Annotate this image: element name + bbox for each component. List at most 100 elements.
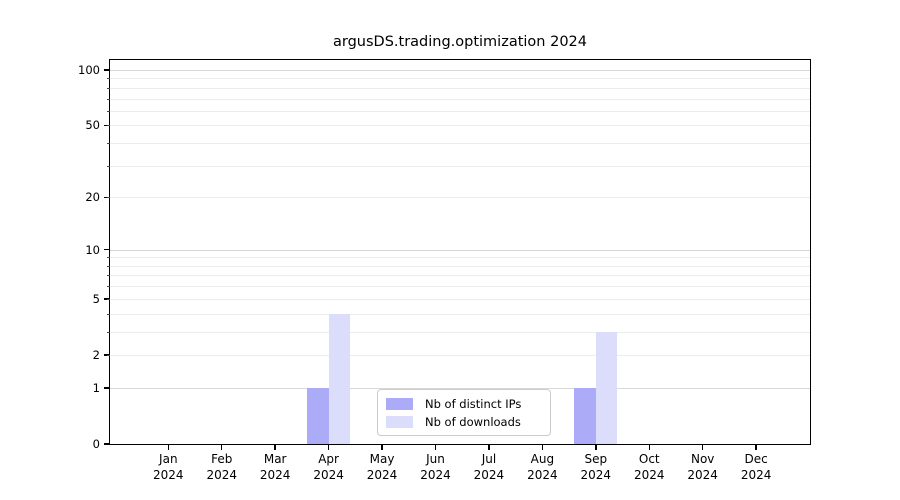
y-tick-minor bbox=[107, 125, 110, 127]
y-gridline-minor bbox=[110, 87, 810, 89]
y-tick-minor bbox=[107, 313, 110, 315]
x-tick-label-year: 2024 bbox=[313, 468, 344, 482]
y-tick-minor bbox=[107, 98, 110, 100]
bar-downloads-sep bbox=[595, 331, 618, 444]
y-tick-minor bbox=[107, 331, 110, 333]
y-tick-label: 2 bbox=[92, 347, 100, 362]
x-tick-label-year: 2024 bbox=[153, 468, 184, 482]
y-gridline-minor bbox=[110, 275, 810, 277]
x-tick bbox=[274, 445, 276, 450]
x-tick-label: Oct 2024 bbox=[619, 451, 679, 483]
y-tick-label: 100 bbox=[78, 62, 100, 77]
y-gridline-minor bbox=[110, 165, 810, 167]
legend-row-1: Nb of downloads bbox=[386, 415, 550, 429]
y-tick-minor bbox=[107, 197, 110, 199]
y-tick bbox=[104, 196, 109, 199]
y-gridline-minor bbox=[110, 298, 810, 300]
x-tick-label-month: Oct bbox=[638, 452, 660, 466]
y-tick bbox=[104, 124, 109, 127]
x-tick bbox=[648, 445, 650, 450]
x-tick-label-year: 2024 bbox=[633, 468, 665, 482]
y-gridline-minor bbox=[110, 265, 810, 267]
y-tick-minor bbox=[107, 265, 110, 267]
x-tick bbox=[488, 445, 490, 450]
x-tick-label-month: Dec bbox=[744, 452, 768, 466]
y-tick-label: 20 bbox=[85, 190, 100, 205]
y-gridline-minor bbox=[110, 78, 810, 80]
y-tick-minor bbox=[107, 257, 110, 259]
bar-distinct-ips-sep bbox=[574, 387, 596, 444]
y-tick-minor bbox=[107, 275, 110, 277]
x-tick-label: Mar 2024 bbox=[245, 451, 305, 483]
x-tick bbox=[434, 445, 437, 450]
y-tick bbox=[104, 354, 109, 356]
y-gridline-minor bbox=[110, 125, 810, 127]
bar-downloads-apr bbox=[328, 313, 350, 444]
x-tick-label-month: Jul bbox=[481, 452, 497, 466]
legend: Nb of distinct IPs Nb of downloads bbox=[377, 389, 551, 436]
y-tick bbox=[104, 387, 109, 389]
x-tick bbox=[702, 445, 704, 450]
y-tick-minor bbox=[107, 354, 110, 356]
x-tick bbox=[755, 445, 757, 450]
y-gridline-minor bbox=[110, 286, 810, 288]
y-gridline-minor bbox=[110, 197, 810, 199]
y-tick-minor bbox=[107, 87, 110, 89]
x-tick-label-month: Nov bbox=[690, 452, 715, 466]
legend-swatch-0 bbox=[386, 397, 413, 410]
x-tick-label-month: Feb bbox=[211, 452, 233, 466]
x-tick-label: Jul 2024 bbox=[459, 451, 519, 483]
y-gridline-major bbox=[110, 69, 810, 71]
x-tick-label-month: Sep bbox=[584, 452, 608, 466]
legend-swatch-1 bbox=[386, 415, 413, 428]
x-tick-label: May 2024 bbox=[352, 451, 412, 483]
bar-distinct-ips-apr bbox=[307, 387, 329, 444]
x-tick-label-month: Mar bbox=[263, 452, 287, 466]
x-tick bbox=[327, 445, 330, 450]
legend-label-0: Nb of distinct IPs bbox=[425, 396, 522, 411]
x-tick-label: Apr 2024 bbox=[299, 451, 359, 483]
x-tick-label-month: Aug bbox=[530, 452, 555, 466]
x-tick bbox=[221, 445, 223, 450]
x-tick-label-month: Jun bbox=[426, 452, 445, 466]
y-gridline-minor bbox=[110, 98, 810, 100]
x-tick-label-month: Jan bbox=[159, 452, 178, 466]
y-gridline-minor bbox=[110, 331, 810, 333]
plot-area bbox=[110, 60, 810, 444]
x-tick bbox=[167, 445, 169, 450]
y-gridline-major bbox=[110, 387, 810, 389]
y-tick bbox=[104, 298, 109, 300]
y-tick-label: 50 bbox=[85, 118, 100, 133]
y-gridline-major bbox=[110, 249, 810, 251]
y-tick-label: 10 bbox=[85, 242, 100, 257]
x-tick-label: Jan 2024 bbox=[138, 451, 198, 483]
y-tick-minor bbox=[107, 78, 110, 80]
y-tick-label: 1 bbox=[92, 380, 100, 395]
x-tick-label: Aug 2024 bbox=[512, 451, 572, 483]
y-tick-minor bbox=[107, 165, 110, 167]
x-tick-label: Dec 2024 bbox=[726, 451, 786, 483]
x-tick bbox=[595, 445, 597, 450]
y-gridline-minor bbox=[110, 110, 810, 112]
y-tick bbox=[104, 443, 109, 445]
chart-title: argusDS.trading.optimization 2024 bbox=[332, 34, 587, 50]
y-tick bbox=[104, 69, 109, 71]
x-tick-label-year: 2024 bbox=[473, 468, 505, 482]
x-tick bbox=[541, 445, 544, 450]
x-tick-label-year: 2024 bbox=[580, 468, 612, 482]
x-tick-label-year: 2024 bbox=[687, 468, 718, 482]
x-tick-label-year: 2024 bbox=[527, 468, 558, 482]
x-tick-label-month: Apr bbox=[318, 452, 339, 466]
legend-row-0: Nb of distinct IPs bbox=[386, 397, 550, 411]
x-tick-label-year: 2024 bbox=[206, 468, 237, 482]
y-tick bbox=[104, 249, 109, 251]
x-tick-label: Sep 2024 bbox=[566, 451, 626, 483]
x-tick-label: Nov 2024 bbox=[673, 451, 733, 483]
legend-label-1: Nb of downloads bbox=[425, 414, 521, 429]
y-tick-minor bbox=[107, 143, 110, 145]
y-tick-minor bbox=[107, 298, 110, 300]
y-gridline-minor bbox=[110, 257, 810, 259]
y-tick-minor bbox=[107, 286, 110, 288]
y-gridline-minor bbox=[110, 143, 810, 145]
